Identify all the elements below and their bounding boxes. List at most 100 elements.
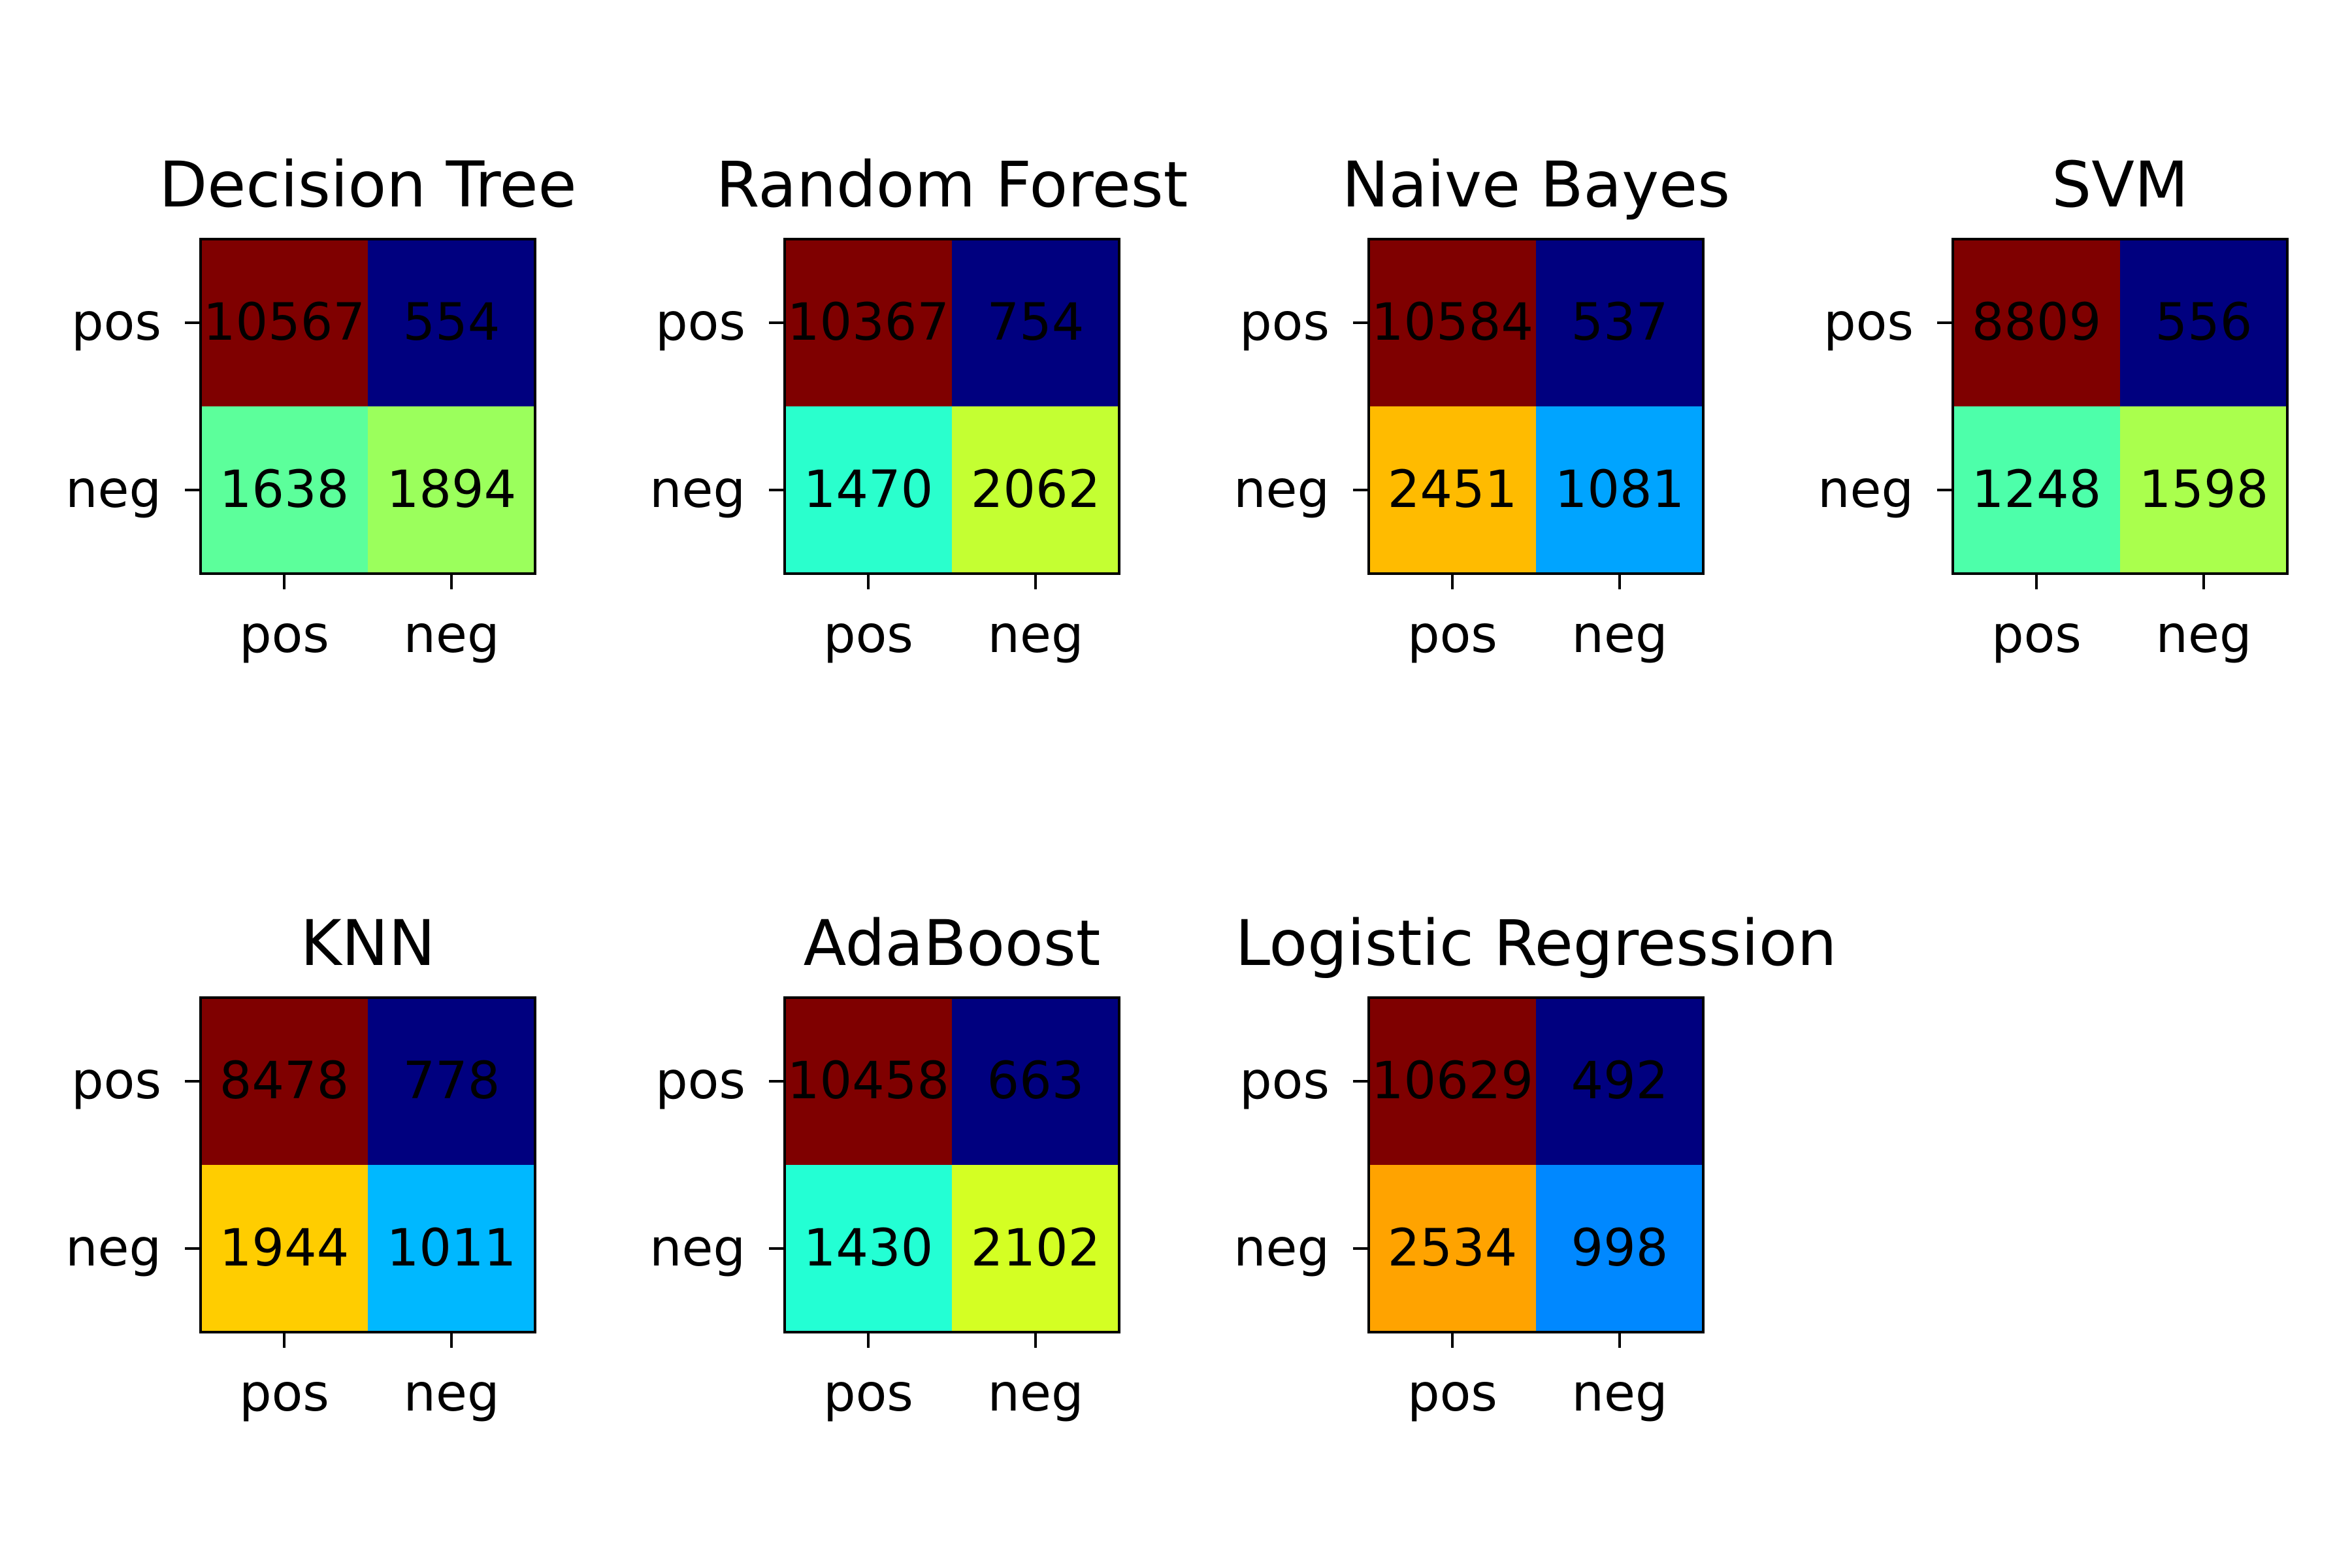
cell-value-label: 492 [1571,1052,1669,1111]
heatmap-cell [952,1165,1119,1332]
panel-title: Random Forest [716,148,1188,221]
x-tick-label: pos [239,1364,329,1423]
axes-frame [1367,238,1705,575]
heatmap-cell [201,406,368,574]
y-tick-label: neg [65,1219,161,1278]
y-tick-label: neg [1233,1219,1330,1278]
heatmap-cell [952,239,1119,406]
y-tick-label: neg [65,461,161,519]
cell-value-label: 1430 [804,1219,934,1278]
heatmap-cell [2120,239,2287,406]
heatmap-cell [201,998,368,1165]
y-tick-label: neg [649,461,745,519]
confusion-matrix-panel: AdaBoost 10458 663 1430 2102 pos neg pos neg [649,907,1120,1423]
confusion-matrix-panel: KNN 8478 778 1944 1011 pos neg pos neg [65,907,536,1423]
confusion-matrix-panel: SVM 8809 556 1248 1598 pos neg pos neg [1818,148,2289,664]
heatmap-cell [2120,406,2287,574]
cell-value-label: 663 [987,1052,1085,1111]
x-tick-label: neg [988,606,1084,664]
heatmap-cell [785,406,952,574]
cell-value-label: 8478 [220,1052,350,1111]
cell-value-label: 8809 [1972,293,2102,352]
cell-value-label: 1598 [2139,461,2269,519]
heatmap-cell [1536,406,1703,574]
confusion-matrix-panel: Decision Tree 10567 554 1638 1894 pos neg pos ne… [65,148,577,664]
confusion-matrix-panel: Logistic Regression 10629 492 2534 998 pos neg… [1233,907,1837,1423]
heatmap-cell [368,1165,535,1332]
axes-frame [199,238,536,575]
x-tick-label: pos [239,606,329,664]
cell-value-label: 2451 [1388,461,1518,519]
x-tick-label: neg [404,1364,500,1423]
cell-value-label: 2102 [971,1219,1101,1278]
panel-title: Decision Tree [159,148,576,221]
cell-value-label: 778 [403,1052,500,1111]
y-tick-label: pos [655,1052,745,1111]
panel-title: AdaBoost [804,907,1101,980]
cell-value-label: 2062 [971,461,1101,519]
x-tick-label: pos [823,606,913,664]
cell-value-label: 1248 [1972,461,2102,519]
x-tick-label: pos [1991,606,2082,664]
cell-value-label: 10367 [787,293,949,352]
heatmap-cell [785,239,952,406]
cell-value-label: 1894 [387,461,517,519]
cell-value-label: 537 [1571,293,1669,352]
cell-value-label: 1470 [804,461,934,519]
heatmap-cell [1536,239,1703,406]
cell-value-label: 998 [1571,1219,1669,1278]
axes-frame [199,996,536,1333]
cell-value-label: 1638 [220,461,350,519]
y-tick-label: pos [1239,1052,1330,1111]
heatmap-cell [1369,998,1536,1165]
confusion-matrix-panel: Naive Bayes 10584 537 2451 1081 pos neg pos neg [1233,148,1730,664]
heatmap-cell [1369,239,1536,406]
heatmap-cell [785,1165,952,1332]
cell-value-label: 10584 [1371,293,1533,352]
cell-value-label: 2534 [1388,1219,1518,1278]
heatmap-cell [952,998,1119,1165]
panel-title: Naive Bayes [1342,148,1730,221]
confusion-matrix-panel: Random Forest 10367 754 1470 2062 pos neg pos ne… [649,148,1188,664]
cell-value-label: 1011 [387,1219,517,1278]
cell-value-label: 554 [403,293,500,352]
x-tick-label: pos [823,1364,913,1423]
x-tick-label: neg [988,1364,1084,1423]
x-tick-label: neg [404,606,500,664]
y-tick-label: pos [71,1052,161,1111]
cell-value-label: 754 [987,293,1085,352]
heatmap-cell [1953,239,2120,406]
y-tick-label: pos [1823,293,1914,352]
heatmap-cell [1369,406,1536,574]
y-tick-label: neg [649,1219,745,1278]
heatmap-cell [1536,998,1703,1165]
cell-value-label: 1081 [1555,461,1685,519]
panel-title: SVM [2051,148,2188,221]
x-tick-label: neg [1572,1364,1668,1423]
heatmap-cell [201,1165,368,1332]
heatmap-cell [368,998,535,1165]
x-tick-label: neg [2156,606,2252,664]
axes-frame [783,996,1120,1333]
panel-title: KNN [301,907,436,980]
axes-frame [783,238,1120,575]
cell-value-label: 1944 [220,1219,350,1278]
heatmap-cell [952,406,1119,574]
y-tick-label: neg [1233,461,1330,519]
axes-frame [1952,238,2289,575]
heatmap-cell [1953,406,2120,574]
cell-value-label: 10629 [1371,1052,1533,1111]
cell-value-label: 556 [2155,293,2253,352]
x-tick-label: pos [1407,606,1497,664]
x-tick-label: pos [1407,1364,1497,1423]
y-tick-label: pos [1239,293,1330,352]
cell-value-label: 10458 [787,1052,949,1111]
panel-title: Logistic Regression [1235,907,1837,980]
axes-frame [1367,996,1705,1333]
heatmap-cell [1536,1165,1703,1332]
x-tick-label: neg [1572,606,1668,664]
heatmap-cell [368,239,535,406]
heatmap-cell [785,998,952,1165]
heatmap-cell [201,239,368,406]
